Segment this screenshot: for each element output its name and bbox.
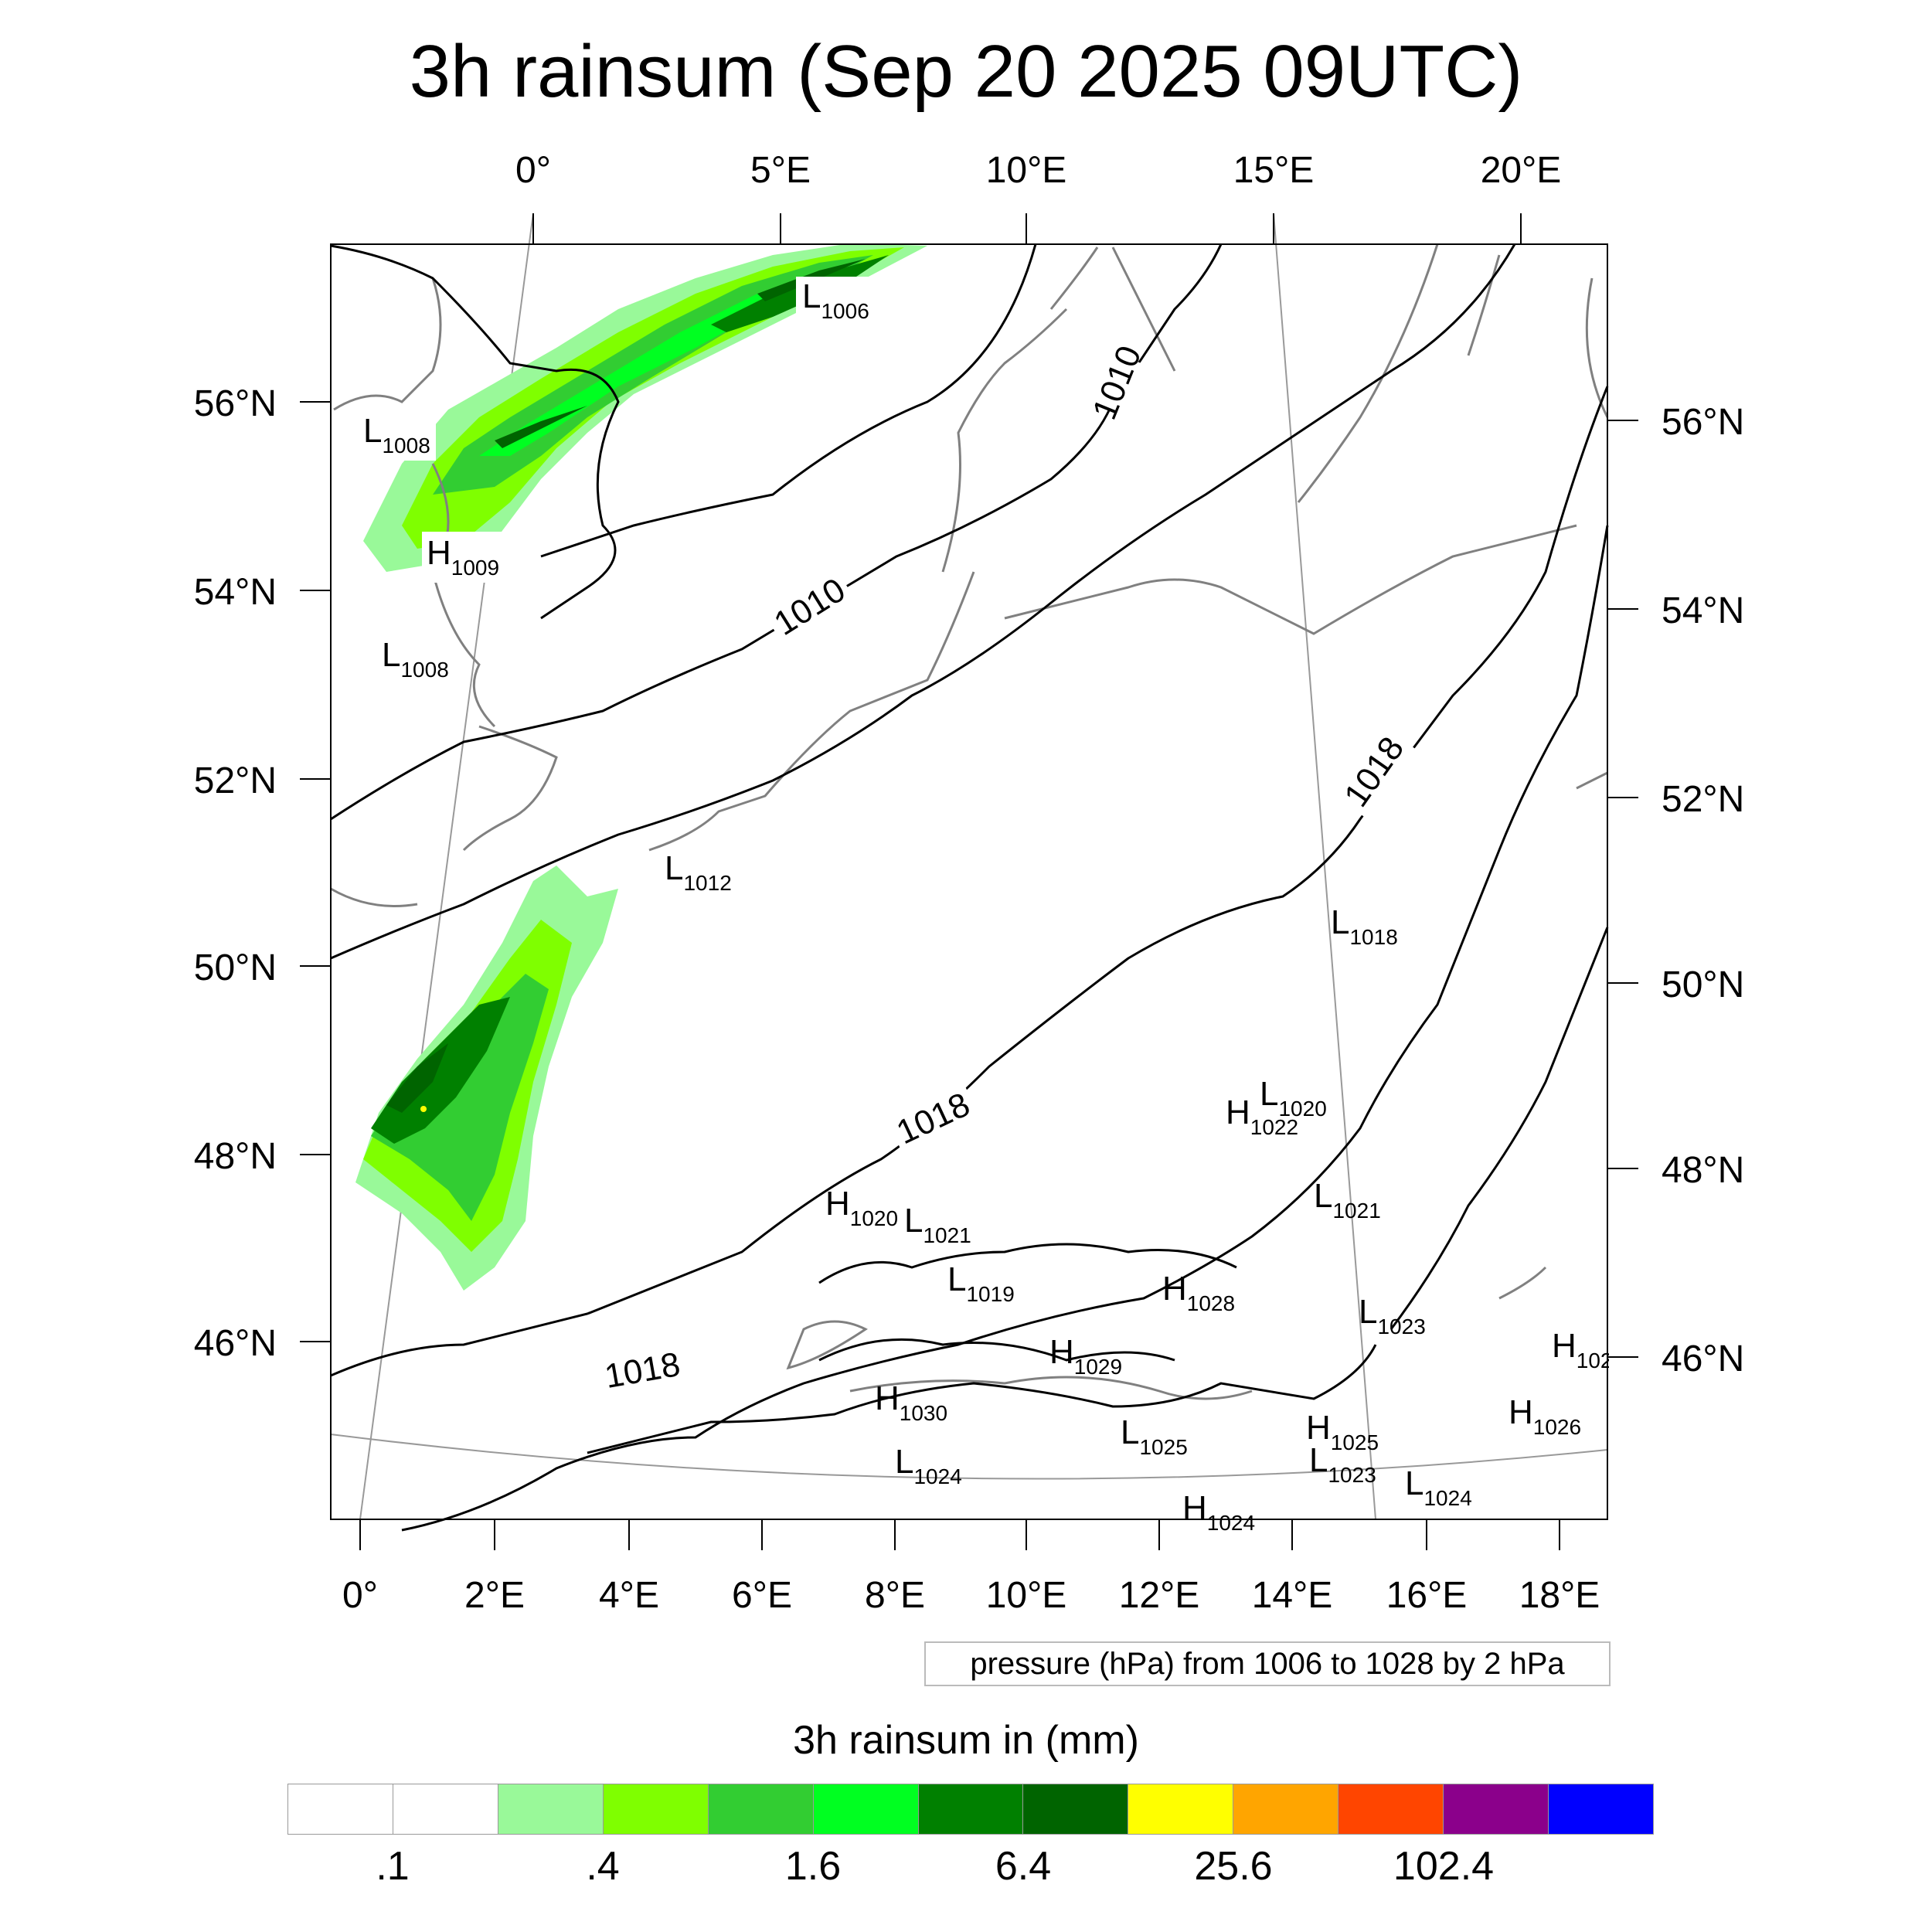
right-lat-label: 56°N: [1662, 402, 1744, 443]
low-center-label: L1012: [665, 849, 732, 895]
low-center-label: L1023: [1359, 1293, 1426, 1338]
bottom-lon-label: 18°E: [1519, 1575, 1600, 1616]
colorbar: [287, 1784, 1654, 1835]
bottom-lon-label: 10°E: [986, 1575, 1067, 1616]
left-lat-label: 56°N: [194, 383, 277, 424]
low-center-label: L1024: [895, 1443, 962, 1488]
colorbar-swatch: [288, 1784, 393, 1834]
low-center-label: L1023: [1309, 1441, 1376, 1487]
high-center-label: H1009: [427, 534, 499, 580]
colorbar-swatch: [1338, 1784, 1444, 1834]
chart-title: 3h rainsum (Sep 20 2025 09UTC): [409, 30, 1523, 113]
colorbar-swatch: [393, 1784, 498, 1834]
colorbar-tick-label: 25.6: [1194, 1844, 1273, 1889]
low-center-label: L1024: [1405, 1464, 1472, 1510]
bottom-lon-label: 4°E: [599, 1575, 659, 1616]
high-center-label: H1029: [1049, 1333, 1122, 1379]
low-center-label: L1008: [382, 636, 449, 682]
colorbar-tick-label: .4: [586, 1844, 620, 1889]
top-lon-label: 10°E: [986, 150, 1067, 191]
colorbar-tick-label: 102.4: [1393, 1844, 1495, 1889]
left-lat-label: 48°N: [194, 1136, 277, 1177]
right-lat-label: 54°N: [1662, 590, 1744, 631]
low-center-label: L1008: [363, 412, 430, 457]
colorbar-swatch: [1233, 1784, 1339, 1834]
top-lon-label: 15°E: [1233, 150, 1315, 191]
bottom-lon-label: 12°E: [1119, 1575, 1200, 1616]
high-center-label: H1025: [1306, 1409, 1379, 1454]
colorbar-swatch: [813, 1784, 919, 1834]
pressure-centers: L1006 L1008 H1009 L1008 L1012 L1018 H102…: [359, 277, 1624, 1535]
colorbar-swatch: [1549, 1784, 1653, 1834]
bottom-lon-label: 8°E: [865, 1575, 925, 1616]
colorbar-swatch: [1023, 1784, 1129, 1834]
colorbar-swatch: [1444, 1784, 1549, 1834]
bottom-lon-label: 16°E: [1386, 1575, 1468, 1616]
left-lat-label: 52°N: [194, 760, 277, 801]
bottom-lon-label: 2°E: [464, 1575, 525, 1616]
colorbar-swatch: [708, 1784, 814, 1834]
colorbar-tick-label: 1.6: [784, 1844, 842, 1889]
right-lat-label: 48°N: [1662, 1150, 1744, 1191]
high-center-label: H1024: [1182, 1489, 1255, 1535]
left-lat-label: 50°N: [194, 947, 277, 988]
colorbar-title: 3h rainsum in (mm): [793, 1718, 1139, 1763]
low-center-label: L1021: [904, 1202, 971, 1247]
bottom-lon-label: 14°E: [1252, 1575, 1333, 1616]
map-frame: [330, 243, 1608, 1520]
low-center-label: L1025: [1121, 1413, 1188, 1459]
right-lat-label: 50°N: [1662, 964, 1744, 1005]
low-center-label: L1018: [1331, 903, 1398, 949]
right-lat-label: 46°N: [1662, 1338, 1744, 1379]
colorbar-swatch: [603, 1784, 709, 1834]
right-lat-label: 52°N: [1662, 779, 1744, 820]
colorbar-swatch: [1128, 1784, 1234, 1834]
colorbar-swatch: [498, 1784, 604, 1834]
low-center-label: L1019: [947, 1260, 1015, 1306]
high-center-label: H1028: [1162, 1270, 1235, 1315]
high-center-label: H1030: [875, 1379, 947, 1425]
coastlines: [330, 243, 1609, 1400]
low-center-label: L1006: [802, 277, 869, 323]
colorbar-swatch: [918, 1784, 1024, 1834]
low-center-label: L1020: [1260, 1075, 1327, 1121]
bottom-lon-label: 0°: [342, 1575, 378, 1616]
left-lat-label: 46°N: [194, 1323, 277, 1364]
top-lon-label: 5°E: [750, 150, 811, 191]
low-center-label: L1021: [1314, 1177, 1381, 1223]
contour-info-label: pressure (hPa) from 1006 to 1028 by 2 hP…: [924, 1641, 1611, 1686]
top-lon-label: 0°: [515, 150, 551, 191]
high-center-label: H1022: [1226, 1094, 1298, 1139]
colorbar-tick-label: 6.4: [995, 1844, 1052, 1889]
high-center-label: H1026: [1509, 1393, 1581, 1439]
top-lon-label: 20°E: [1481, 150, 1562, 191]
colorbar-tick-label: .1: [376, 1844, 410, 1889]
left-lat-label: 54°N: [194, 572, 277, 613]
colorbar-labels: .1 .4 1.6 6.4 25.6 102.4: [287, 1839, 1654, 1893]
isobars: [330, 243, 1609, 1532]
high-center-label: H1020: [825, 1185, 898, 1230]
bottom-lon-label: 6°E: [732, 1575, 792, 1616]
rain-area-south: [355, 866, 618, 1291]
